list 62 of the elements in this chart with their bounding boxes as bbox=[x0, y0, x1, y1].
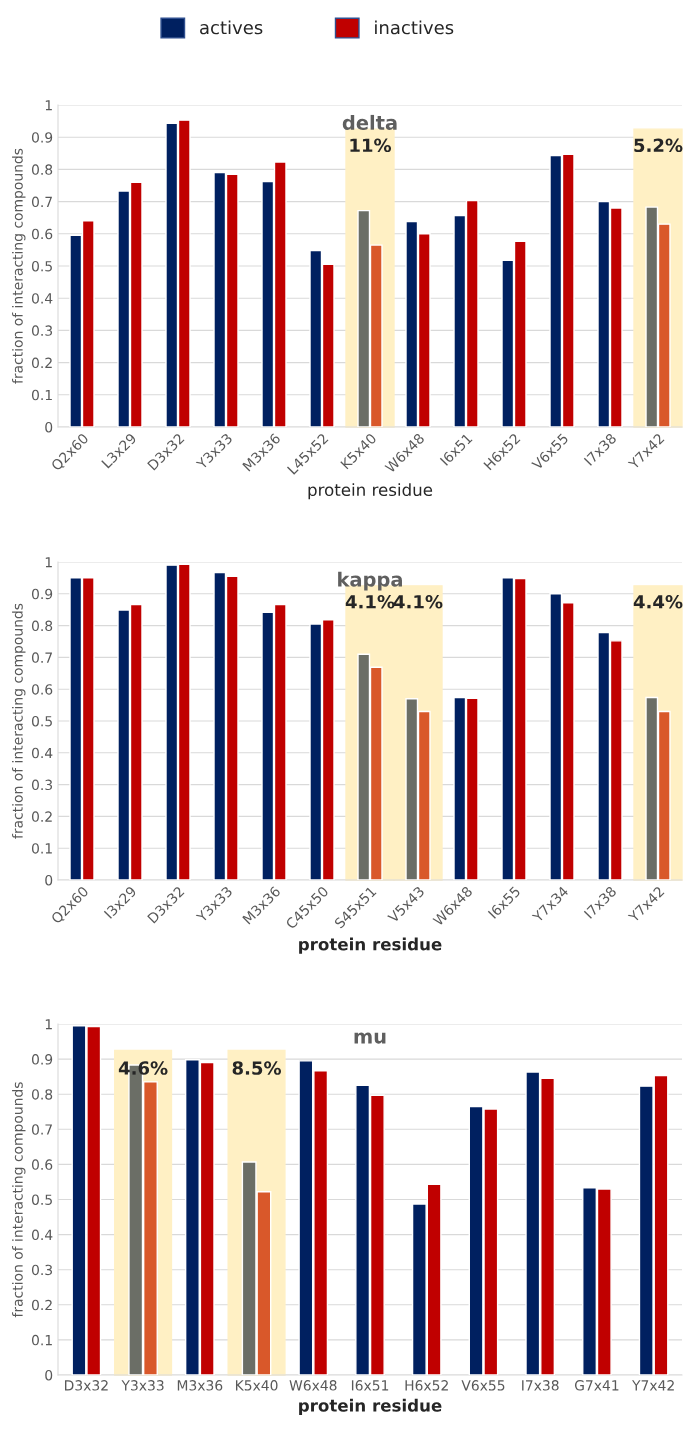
y-tick-label: 0.9 bbox=[31, 588, 53, 600]
y-tick-label: 0.2 bbox=[31, 1299, 52, 1311]
chart-title: delta bbox=[342, 114, 397, 130]
x-tick-label: M3x36 bbox=[177, 1380, 223, 1391]
y-tick-label: 0.4 bbox=[31, 293, 53, 304]
x-tick-label: G7x41 bbox=[574, 1380, 619, 1391]
y-tick-label: 0.1 bbox=[31, 389, 52, 401]
y-tick-label: 0.8 bbox=[31, 620, 53, 632]
band-label: 5.2% bbox=[634, 138, 683, 153]
y-tick-label: 0.7 bbox=[31, 652, 52, 663]
chart-title: kappa bbox=[338, 571, 402, 591]
y-tick-label: 0 bbox=[45, 1369, 53, 1381]
y-tick-label: 0 bbox=[45, 874, 53, 886]
y-tick-label: 0.5 bbox=[31, 715, 52, 727]
y-tick-label: 0.6 bbox=[31, 1159, 53, 1170]
y-tick-label: 0.6 bbox=[31, 228, 53, 240]
x-tick-label: I7x38 bbox=[522, 1380, 559, 1391]
y-axis-title: fraction of interacting compounds bbox=[12, 1082, 26, 1318]
y-tick-label: 1 bbox=[45, 557, 52, 568]
y-tick-label: 0.8 bbox=[31, 1089, 53, 1100]
x-tick-label: W6x48 bbox=[289, 1380, 337, 1391]
x-axis-title: protein residue bbox=[299, 1398, 442, 1415]
y-tick-label: 0.7 bbox=[31, 1124, 52, 1135]
chart-title: mu bbox=[354, 1032, 386, 1044]
x-axis-title: protein residue bbox=[308, 483, 433, 500]
y-tick-label: 0.2 bbox=[31, 811, 52, 822]
y-axis-title: fraction of interacting compounds bbox=[12, 148, 26, 384]
y-tick-label: 0.9 bbox=[31, 132, 53, 143]
band-label: 4.1% bbox=[345, 594, 395, 609]
x-tick-label: Y7x42 bbox=[632, 1380, 674, 1391]
y-tick-label: 1 bbox=[45, 1019, 52, 1030]
y-axis-title: fraction of interacting compounds bbox=[12, 603, 26, 839]
band-label: 4.1% bbox=[393, 594, 443, 609]
x-axis-title: protein residue bbox=[299, 937, 442, 954]
y-tick-label: 0.5 bbox=[31, 1194, 52, 1205]
y-tick-label: 1 bbox=[45, 100, 52, 111]
legend-label: actives bbox=[200, 20, 263, 35]
y-tick-label: 0.8 bbox=[31, 164, 53, 175]
y-tick-label: 0.3 bbox=[31, 1264, 53, 1276]
y-tick-label: 0.3 bbox=[31, 779, 53, 791]
band-label: 4.6% bbox=[118, 1061, 168, 1075]
y-tick-label: 0.1 bbox=[31, 843, 52, 854]
y-tick-label: 0.4 bbox=[31, 747, 53, 759]
y-tick-label: 0.5 bbox=[31, 260, 52, 272]
x-tick-label: I6x51 bbox=[351, 1380, 389, 1391]
y-tick-label: 0.2 bbox=[31, 357, 52, 369]
x-tick-label: D3x32 bbox=[65, 1380, 108, 1391]
x-tick-label: Y3x33 bbox=[121, 1380, 164, 1391]
y-tick-label: 0.7 bbox=[31, 196, 52, 208]
y-tick-label: 0.1 bbox=[31, 1334, 52, 1346]
band-label: 11% bbox=[350, 138, 392, 153]
y-tick-label: 0.9 bbox=[31, 1054, 53, 1065]
band-label: 4.4% bbox=[633, 594, 683, 609]
y-tick-label: 0.4 bbox=[31, 1229, 53, 1241]
y-tick-label: 0.3 bbox=[31, 325, 53, 336]
band-label: 8.5% bbox=[232, 1061, 282, 1075]
y-tick-label: 0 bbox=[45, 421, 53, 433]
x-tick-label: V6x55 bbox=[461, 1380, 505, 1391]
y-tick-label: 0.6 bbox=[31, 684, 53, 695]
legend-label: inactives bbox=[375, 20, 454, 35]
x-tick-label: K5x40 bbox=[235, 1380, 278, 1391]
x-tick-label: H6x52 bbox=[405, 1380, 448, 1391]
